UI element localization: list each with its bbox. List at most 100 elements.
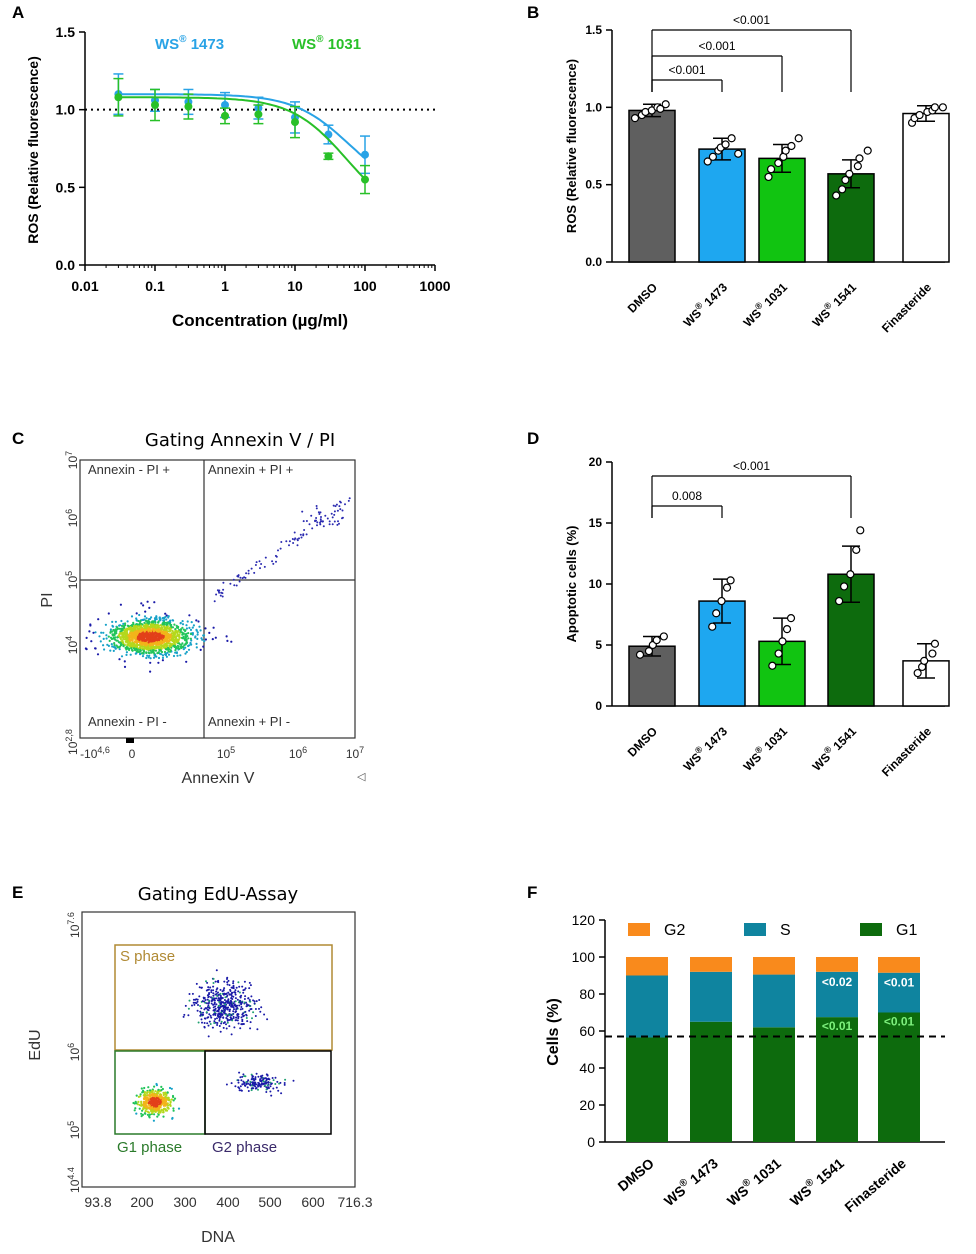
event-dot: [120, 655, 124, 658]
event-dot: [148, 1104, 151, 1107]
event-dot: [147, 1086, 150, 1089]
event-dot: [197, 1021, 200, 1024]
event-dot: [275, 555, 278, 558]
event-dot: [196, 1000, 199, 1003]
event-dot: [199, 1014, 202, 1017]
event-dot: [159, 646, 162, 649]
event-dot: [266, 1074, 269, 1077]
event-dot: [234, 1085, 237, 1088]
panel-label-d: D: [527, 429, 539, 448]
event-dot: [117, 627, 120, 630]
event-dot: [172, 1109, 175, 1112]
event-dot: [245, 1017, 248, 1019]
panel-label-b: B: [527, 3, 539, 22]
event-dot: [207, 1009, 210, 1012]
x-tick-label: 200: [130, 1194, 154, 1210]
y-tick-label: 0: [587, 1134, 595, 1150]
event-dot: [132, 1101, 135, 1105]
event-dot: [243, 980, 246, 983]
event-dot: [239, 1027, 242, 1030]
event-dot: [152, 656, 156, 659]
event-dot: [195, 629, 198, 632]
event-dot: [155, 1084, 158, 1087]
tick-base: 10: [66, 514, 80, 528]
event-dot: [260, 1082, 263, 1085]
event-dot: [115, 639, 118, 642]
event-dot: [179, 622, 182, 625]
event-dot: [135, 612, 138, 615]
event-dot: [174, 637, 178, 640]
replicate-point: [712, 609, 721, 618]
event-dot: [151, 1098, 154, 1101]
event-dot: [232, 984, 235, 987]
tick-exponent: 4,6: [97, 745, 110, 755]
y-axis-title: Cells (%): [545, 998, 562, 1066]
event-dot: [104, 623, 107, 626]
event-dot: [179, 630, 182, 633]
event-dot: [344, 503, 346, 506]
replicate-point: [832, 191, 841, 200]
event-dot: [129, 644, 132, 647]
event-dot: [202, 1011, 204, 1014]
event-dot: [239, 1076, 242, 1079]
event-dot: [192, 998, 195, 1001]
replicate-point: [840, 582, 849, 591]
event-dot: [147, 1097, 150, 1100]
event-dot: [170, 632, 173, 635]
event-dot: [184, 646, 187, 649]
event-dot: [123, 665, 127, 669]
event-dot: [243, 1014, 245, 1017]
event-dot: [178, 636, 181, 639]
event-dot: [155, 1109, 158, 1112]
event-dot: [207, 1006, 210, 1009]
event-dot: [223, 999, 226, 1001]
event-dot: [196, 1009, 199, 1012]
event-dot: [341, 516, 344, 519]
y-tick-label: 1.0: [56, 102, 76, 118]
event-dot: [137, 1100, 140, 1103]
y-tick-label: 106: [64, 509, 80, 527]
event-dot: [105, 637, 108, 640]
event-dot: [110, 630, 114, 633]
event-dot: [207, 1004, 210, 1007]
event-dot: [160, 628, 163, 631]
event-dot: [190, 621, 193, 624]
event-dot: [130, 647, 133, 650]
event-dot: [199, 1005, 202, 1007]
event-dot: [213, 1001, 216, 1004]
event-dot: [131, 639, 134, 642]
event-dot: [186, 635, 189, 638]
event-dot: [241, 1023, 244, 1026]
event-dot: [100, 631, 103, 634]
event-dot: [210, 1016, 213, 1019]
event-dot: [173, 634, 176, 638]
x-tick-label: 105: [217, 745, 235, 761]
event-dot: [123, 660, 126, 663]
event-dot: [133, 628, 137, 631]
event-dot: [200, 986, 203, 989]
category-number: 1541: [810, 1155, 847, 1190]
event-dot: [212, 982, 215, 984]
event-dot: [165, 618, 168, 621]
event-dot: [250, 1078, 253, 1081]
event-dot: [139, 630, 142, 633]
y-tick-label: 105: [64, 571, 80, 589]
bar-0: [628, 109, 676, 263]
event-dot: [254, 1015, 257, 1017]
event-dot: [134, 631, 137, 634]
event-dot: [162, 1093, 165, 1097]
event-dot: [210, 1002, 213, 1005]
event-dot: [177, 1107, 181, 1110]
event-dot: [136, 643, 139, 646]
event-dot: [140, 1112, 143, 1115]
event-dot: [266, 1084, 269, 1087]
y-tick-label: 0.5: [56, 179, 76, 195]
event-dot: [165, 638, 168, 641]
event-dot: [119, 643, 123, 646]
replicate-point: [708, 152, 717, 161]
event-dot: [151, 643, 154, 646]
event-dot: [217, 997, 220, 1000]
event-dot: [222, 1007, 225, 1010]
replicate-point: [855, 154, 864, 163]
